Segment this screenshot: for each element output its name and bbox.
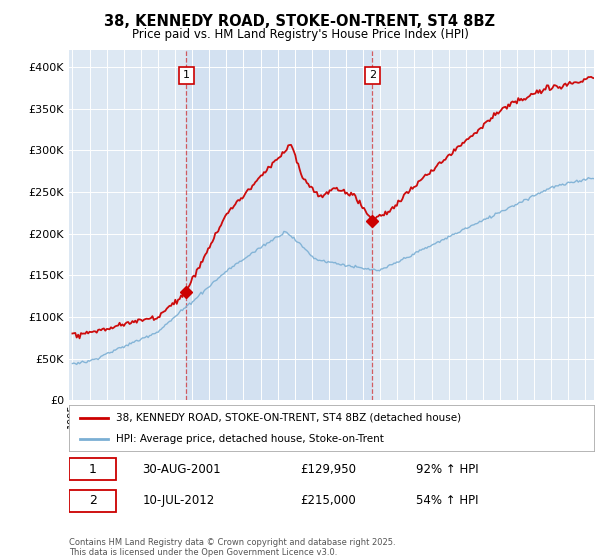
- FancyBboxPatch shape: [69, 489, 116, 512]
- Text: HPI: Average price, detached house, Stoke-on-Trent: HPI: Average price, detached house, Stok…: [116, 435, 384, 444]
- FancyBboxPatch shape: [69, 458, 116, 480]
- Text: £215,000: £215,000: [300, 494, 356, 507]
- Text: Price paid vs. HM Land Registry's House Price Index (HPI): Price paid vs. HM Land Registry's House …: [131, 28, 469, 41]
- Text: 54% ↑ HPI: 54% ↑ HPI: [415, 494, 478, 507]
- Text: Contains HM Land Registry data © Crown copyright and database right 2025.
This d: Contains HM Land Registry data © Crown c…: [69, 538, 395, 557]
- Text: 1: 1: [89, 463, 97, 476]
- Text: 92% ↑ HPI: 92% ↑ HPI: [415, 463, 478, 476]
- Text: 30-AUG-2001: 30-AUG-2001: [143, 463, 221, 476]
- Text: 2: 2: [368, 71, 376, 81]
- Text: 2: 2: [89, 494, 97, 507]
- Text: 38, KENNEDY ROAD, STOKE-ON-TRENT, ST4 8BZ: 38, KENNEDY ROAD, STOKE-ON-TRENT, ST4 8B…: [104, 14, 496, 29]
- Text: 10-JUL-2012: 10-JUL-2012: [143, 494, 215, 507]
- Text: £129,950: £129,950: [300, 463, 356, 476]
- Bar: [187, 50, 372, 400]
- Text: 1: 1: [183, 71, 190, 81]
- Text: 38, KENNEDY ROAD, STOKE-ON-TRENT, ST4 8BZ (detached house): 38, KENNEDY ROAD, STOKE-ON-TRENT, ST4 8B…: [116, 413, 461, 423]
